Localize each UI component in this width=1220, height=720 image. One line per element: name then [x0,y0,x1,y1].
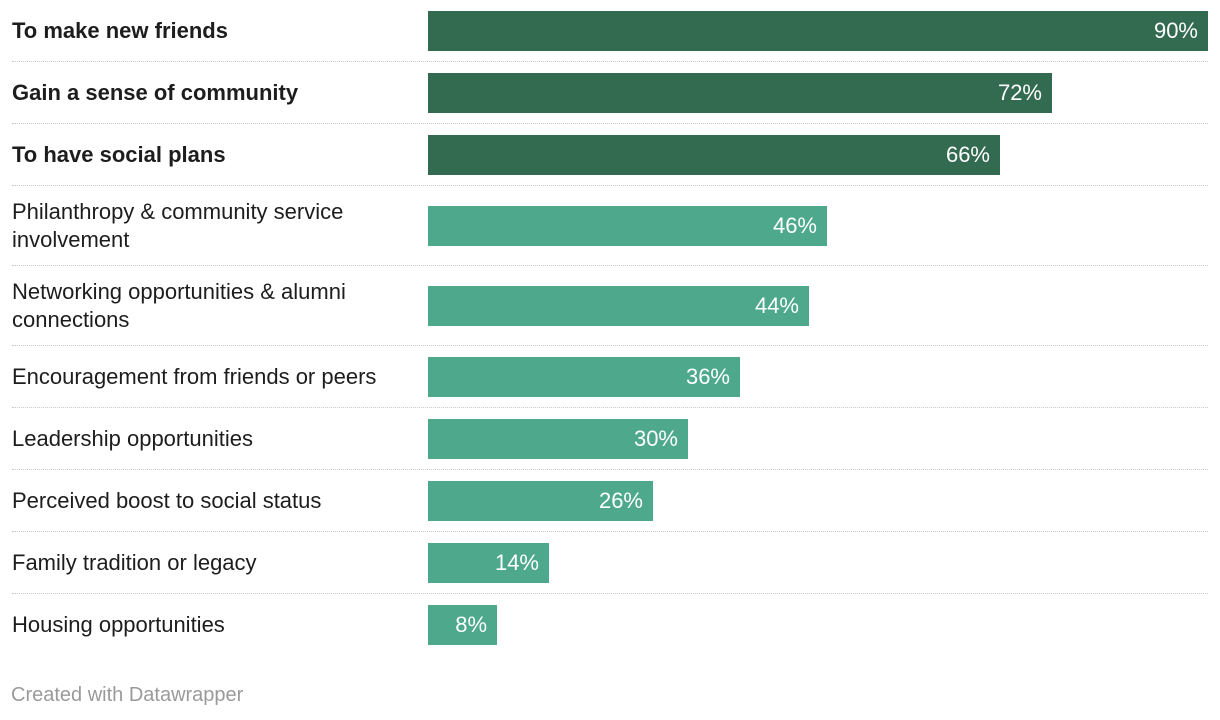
category-label: Family tradition or legacy [12,550,257,575]
bar-value-label: 90% [1153,18,1198,43]
bar-row: Philanthropy & community service involve… [0,186,1208,266]
category-label: Leadership opportunities [12,426,253,451]
bar: 8% [428,605,497,645]
row-divider [12,185,1208,186]
bar-chart: To make new friends 90% Gain a sense of co… [0,0,1208,656]
bar-value-label: 8% [455,612,487,637]
category-label: Networking opportunities & alumni connec… [12,279,346,332]
row-divider [12,407,1208,408]
bar-row: To make new friends 90% [0,0,1208,62]
bar: 90% [428,11,1208,51]
bar-row: Networking opportunities & alumni connec… [0,266,1208,346]
bar-value-label: 44% [754,293,799,318]
bar: 66% [428,135,1000,175]
row-divider [12,345,1208,346]
category-label: Gain a sense of community [12,80,299,105]
bar-value-label: 14% [494,550,539,575]
row-divider [12,531,1208,532]
bar: 36% [428,357,740,397]
category-label: Philanthropy & community service involve… [12,199,344,252]
bar-value-label: 72% [997,80,1042,105]
row-divider [12,593,1208,594]
bar-value-label: 66% [945,142,990,167]
bar-value-label: 30% [633,426,678,451]
category-label: Perceived boost to social status [12,488,322,513]
row-divider [12,265,1208,266]
bar: 30% [428,419,688,459]
category-label: To make new friends [12,18,228,43]
row-divider [12,61,1208,62]
bar-row: To have social plans 66% [0,124,1208,186]
bar: 14% [428,543,549,583]
category-label: To have social plans [12,142,226,167]
bar-row: Leadership opportunities 30% [0,408,1208,470]
bar-row: Gain a sense of community 72% [0,62,1208,124]
row-divider [12,123,1208,124]
bar-row: Perceived boost to social status 26% [0,470,1208,532]
category-label: Housing opportunities [12,612,225,637]
row-divider [12,469,1208,470]
bar-value-label: 46% [772,213,817,238]
bar: 26% [428,481,653,521]
bar: 72% [428,73,1052,113]
bar: 46% [428,206,827,246]
datawrapper-credit: Created with Datawrapper [11,684,244,706]
bar-row: Family tradition or legacy 14% [0,532,1208,594]
category-label: Encouragement from friends or peers [12,364,377,389]
bar-value-label: 26% [598,488,643,513]
bar-value-label: 36% [685,364,730,389]
bar-row: Encouragement from friends or peers 36% [0,346,1208,408]
bar: 44% [428,286,809,326]
bar-row: Housing opportunities 8% [0,594,1208,656]
